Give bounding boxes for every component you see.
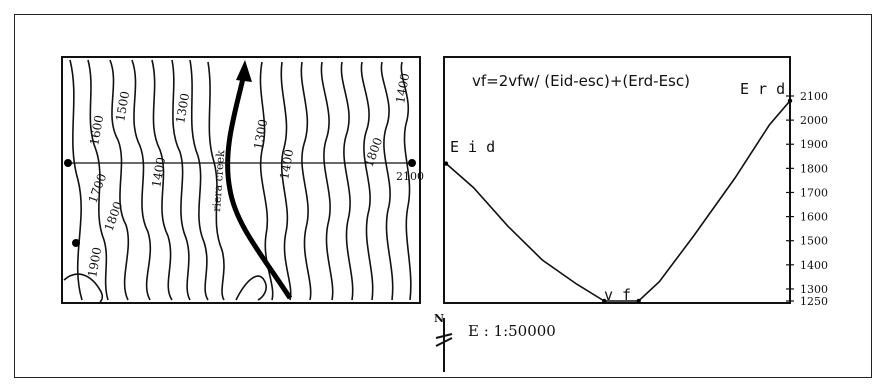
contour-label: 1300 <box>173 92 192 125</box>
scale-label: E : 1:50000 <box>468 322 556 340</box>
profile-curve <box>445 100 791 302</box>
stream-arrow <box>236 60 252 82</box>
y-tick-label: 2100 <box>800 90 828 103</box>
contour-label: 1500 <box>113 90 132 123</box>
summit-point <box>72 239 80 247</box>
contour-line <box>87 59 109 301</box>
stream-label: riera creek <box>210 149 227 212</box>
contour-label: 1400 <box>277 148 296 181</box>
y-tick-label: 2000 <box>800 114 828 127</box>
y-tick-label: 1700 <box>800 186 828 199</box>
contour-line <box>189 59 209 301</box>
y-tick-label: 1500 <box>800 235 828 248</box>
contour-line <box>300 61 312 301</box>
y-tick-label: 1300 <box>800 283 828 296</box>
eid-label: E i d <box>450 138 495 156</box>
y-tick-label: 1900 <box>800 138 828 151</box>
contour-label: 2100 <box>396 170 424 183</box>
contour-line <box>380 61 394 301</box>
y-tick-label: 1600 <box>800 211 828 224</box>
contour-label: 1400 <box>149 156 168 189</box>
y-tick-label: 1400 <box>800 259 828 272</box>
contour-line <box>151 59 173 301</box>
topo-map: 1500 1600 1700 1800 1900 1400 1300 1300 … <box>61 56 424 304</box>
contour-line <box>280 61 292 301</box>
erd-label: E r d <box>740 80 785 98</box>
contour-line <box>235 275 267 301</box>
contour-label: 1800 <box>362 136 386 169</box>
north-arrow-icon <box>435 318 453 372</box>
figure-frame <box>14 14 872 378</box>
profile-point <box>602 298 607 304</box>
contour-line <box>320 61 334 301</box>
north-arrow: N <box>434 312 453 372</box>
y-tick-label: 1800 <box>800 162 828 175</box>
contour-label: 1600 <box>87 114 106 147</box>
contour-line <box>340 61 354 301</box>
profile-endpoint-left <box>64 159 72 167</box>
profile-endpoint-right <box>408 159 416 167</box>
contour-line <box>207 61 225 301</box>
profile-point <box>787 98 793 104</box>
contour-line <box>63 273 104 303</box>
contour-lines <box>63 59 412 303</box>
contour-line <box>171 59 191 301</box>
contour-line <box>109 59 130 301</box>
contour-label: 1400 <box>393 72 412 105</box>
chart-border <box>443 56 791 304</box>
north-label: N <box>434 312 444 325</box>
y-tick-label: 1250 <box>800 295 828 308</box>
vf-label: v f <box>604 286 631 304</box>
contour-label: 1900 <box>85 246 104 279</box>
contour-line <box>131 59 152 301</box>
stream <box>225 60 293 300</box>
contour-label: 1700 <box>86 172 110 205</box>
formula-title: vf=2vfw/ (Eid-esc)+(Erd-Esc) <box>472 72 690 90</box>
contour-line <box>360 61 374 301</box>
stream-line <box>225 73 293 300</box>
map-border <box>61 56 421 304</box>
contour-label: 1300 <box>251 118 270 151</box>
profile-point <box>443 161 449 166</box>
contour-line <box>400 61 412 301</box>
profile-point <box>636 298 641 304</box>
profile-chart: vf=2vfw/ (Eid-esc)+(Erd-Esc) 2100 2000 190… <box>443 56 828 308</box>
contour-line <box>69 59 83 301</box>
